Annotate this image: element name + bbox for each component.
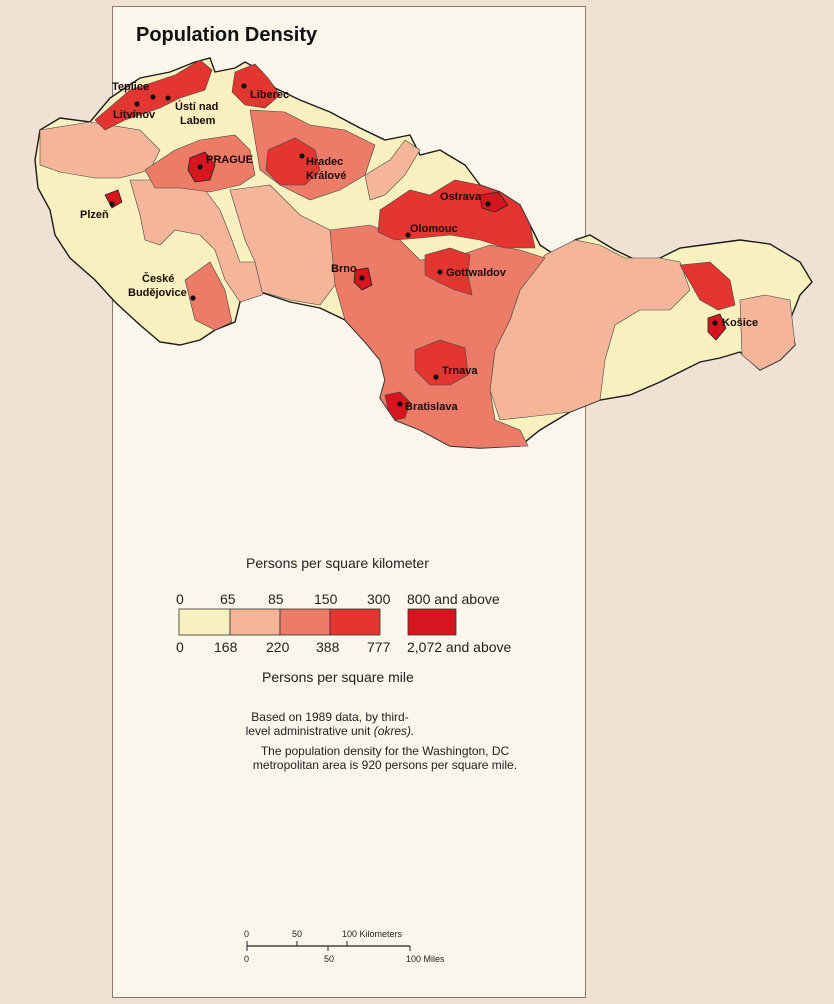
- city-labels: Teplice Litvínov Ústí nad Labem Liberec …: [80, 81, 758, 413]
- city-label-litvinov: Litvínov: [113, 109, 156, 121]
- legend-km-tick-2: 85: [268, 591, 284, 607]
- city-label-ostrava: Ostrava: [440, 191, 482, 203]
- city-label-prague: PRAGUE: [206, 154, 253, 166]
- city-label-gottwaldov: Gottwaldov: [446, 267, 507, 279]
- scale-km-50: 50: [292, 929, 302, 939]
- city-label-usti-1: Ústí nad: [175, 100, 218, 113]
- map-title: Population Density: [136, 24, 318, 46]
- note-line-3: The population density for the Washingto…: [260, 744, 510, 758]
- scale-mi-0: 0: [244, 954, 249, 964]
- city-dot-gottwaldov: [437, 269, 443, 275]
- city-dot-kosice: [712, 320, 718, 326]
- washington-note: The population density for the Washingto…: [235, 744, 535, 772]
- city-dot-bratislava: [397, 401, 403, 407]
- city-label-teplice: Teplice: [112, 81, 149, 93]
- city-dot-litvinov: [134, 101, 140, 107]
- legend-km-title: Persons per square kilometer: [246, 555, 429, 571]
- legend-mi-tick-2: 220: [266, 639, 290, 655]
- zone-west-bohemia: [39, 121, 161, 179]
- city-label-bratislava: Bratislava: [405, 401, 458, 413]
- legend-km-tick-1: 65: [220, 591, 236, 607]
- scale-km-100: 100 Kilometers: [342, 929, 403, 939]
- note-line-4: metropolitan area is 920 persons per squ…: [252, 758, 518, 772]
- city-dots: [109, 83, 718, 407]
- scale-mi-50: 50: [324, 954, 334, 964]
- city-label-plzen: Plzeň: [80, 209, 109, 221]
- zone-bohemia-north-east: [364, 139, 421, 201]
- zone-gottwaldov: [424, 247, 473, 296]
- legend-swatch-2: [229, 608, 281, 636]
- zone-east-bohemia: [229, 184, 346, 306]
- scale-km-0: 0: [244, 929, 249, 939]
- city-dot-ostrava: [485, 201, 491, 207]
- legend-mi-tick-1: 168: [214, 639, 238, 655]
- zone-trnava: [414, 339, 469, 386]
- city-dot-usti: [165, 95, 171, 101]
- city-dot-ceske: [190, 295, 196, 301]
- city-label-kosice: Košice: [722, 317, 758, 329]
- legend-swatch-1: [178, 608, 231, 636]
- scale-mi-100: 100 Miles: [406, 954, 445, 964]
- city-label-liberec: Liberec: [250, 89, 289, 101]
- zone-hradec: [265, 137, 321, 186]
- city-label-ceske-1: České: [142, 272, 174, 285]
- city-dot-olomouc: [405, 232, 411, 238]
- zone-south-bohemia: [184, 261, 233, 331]
- zone-slovakia-north: [679, 261, 736, 311]
- legend-km-tick-0: 0: [176, 591, 184, 607]
- city-label-usti-2: Labem: [180, 115, 216, 127]
- zone-bratislava: [384, 391, 411, 421]
- zone-slovakia-central: [489, 239, 691, 421]
- city-label-brno: Brno: [331, 263, 357, 275]
- city-dot-plzen: [109, 201, 115, 207]
- legend-mi-title: Persons per square mile: [262, 669, 414, 685]
- zone-ostrava-core: [479, 191, 509, 213]
- zone-kosice-core: [707, 313, 727, 341]
- data-note: Based on 1989 data, by third- level admi…: [230, 710, 430, 738]
- legend-mi-tick-3: 388: [316, 639, 340, 655]
- zone-central-bohemia: [129, 179, 271, 303]
- city-dot-hradec: [299, 153, 305, 159]
- scale-bar: 0 50 100 Kilometers 0 50 100 Miles: [244, 929, 445, 964]
- city-label-hradec-2: Králové: [306, 170, 346, 182]
- legend-mi-tick-4: 777: [367, 639, 391, 655]
- note-line-2b: (okres).: [373, 724, 415, 738]
- city-label-ceske-2: Budějovice: [128, 287, 187, 299]
- city-dot-prague: [197, 164, 203, 170]
- legend-swatch-5: [407, 608, 457, 636]
- city-label-trnava: Trnava: [442, 365, 478, 377]
- legend-top-mi: 2,072 and above: [407, 639, 512, 655]
- zone-slovakia-east: [739, 294, 796, 371]
- legend-km-tick-3: 150: [314, 591, 338, 607]
- zone-liberec: [231, 63, 281, 109]
- legend-swatch-3: [279, 608, 331, 636]
- legend-km-tick-4: 300: [367, 591, 391, 607]
- note-line-2a: level administrative unit: [245, 724, 371, 738]
- city-dot-liberec: [241, 83, 247, 89]
- legend-top-km: 800 and above: [407, 591, 500, 607]
- legend-mi-tick-0: 0: [176, 639, 184, 655]
- city-dot-brno: [359, 275, 365, 281]
- city-dot-teplice: [150, 94, 156, 100]
- city-label-hradec-1: Hradec: [306, 156, 343, 168]
- note-line-2: level administrative unit (okres).: [230, 724, 430, 738]
- note-line-1: Based on 1989 data, by third-: [251, 710, 409, 724]
- legend: Persons per square kilometer 0 65 85 150…: [176, 555, 512, 685]
- city-label-olomouc: Olomouc: [410, 223, 458, 235]
- city-dot-trnava: [433, 374, 439, 380]
- legend-swatch-4: [329, 608, 381, 636]
